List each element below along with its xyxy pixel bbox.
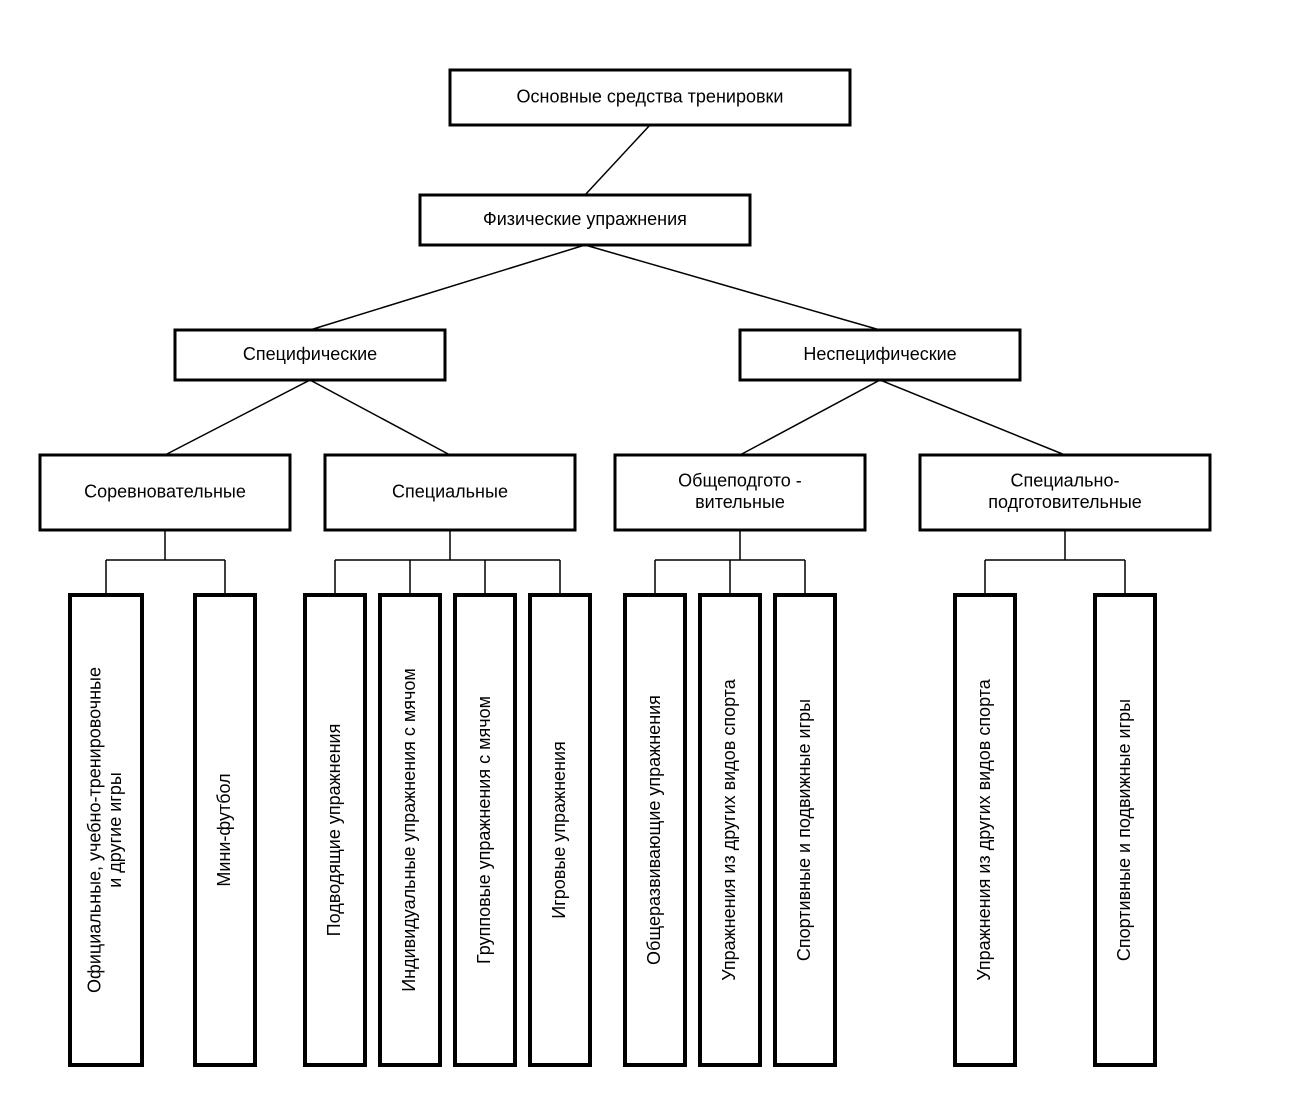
- leaf-l7: Упражнения из других видов спорта: [700, 595, 760, 1065]
- node-phys: Физические упражнения: [420, 195, 750, 245]
- leaf-l5-label: Игровые упражнения: [549, 741, 569, 919]
- leaf-l0-label: Официальные, учебно-тренировочные: [84, 667, 104, 993]
- node-phys-label: Физические упражнения: [483, 209, 687, 229]
- leaf-l4: Групповые упражнения с мячом: [455, 595, 515, 1065]
- leaf-l9: Упражнения из других видов спорта: [955, 595, 1015, 1065]
- leaf-l1: Мини-футбол: [195, 595, 255, 1065]
- leaf-l9-label: Упражнения из других видов спорта: [974, 678, 994, 980]
- leaf-l4-label: Групповые упражнения с мячом: [474, 696, 494, 964]
- node-root-label: Основные средства тренировки: [517, 86, 784, 106]
- node-gen: Общеподгото -вительные: [615, 455, 865, 530]
- leaf-l2-label: Подводящие упражнения: [324, 724, 344, 937]
- node-nspec-label: Неспецифические: [803, 344, 956, 364]
- node-spprep: Специально-подготовительные: [920, 455, 1210, 530]
- node-spprep-label: подготовительные: [988, 492, 1142, 512]
- node-comp-label: Соревновательные: [84, 481, 246, 501]
- leaf-l6-label: Общеразвивающие упражнения: [644, 695, 664, 965]
- leaf-l10-label: Спортивные и подвижные игры: [1114, 699, 1134, 961]
- leaf-l7-label: Упражнения из других видов спорта: [719, 678, 739, 980]
- node-specl-label: Специальные: [392, 481, 508, 501]
- node-specl: Специальные: [325, 455, 575, 530]
- node-spec: Специфические: [175, 330, 445, 380]
- leaf-l8-label: Спортивные и подвижные игры: [794, 699, 814, 961]
- node-root: Основные средства тренировки: [450, 70, 850, 125]
- leaf-l6: Общеразвивающие упражнения: [625, 595, 685, 1065]
- leaf-l0: Официальные, учебно-тренировочныеи други…: [70, 595, 142, 1065]
- leaf-l2: Подводящие упражнения: [305, 595, 365, 1065]
- node-gen-label: вительные: [695, 492, 785, 512]
- node-spec-label: Специфические: [243, 344, 377, 364]
- leaf-l3: Индивидуальные упражнения с мячом: [380, 595, 440, 1065]
- leaf-l1-label: Мини-футбол: [214, 773, 234, 886]
- node-gen-label: Общеподгото -: [678, 470, 802, 490]
- leaf-l5: Игровые упражнения: [530, 595, 590, 1065]
- node-comp: Соревновательные: [40, 455, 290, 530]
- leaf-l0-label: и другие игры: [105, 772, 125, 888]
- leaf-l10: Спортивные и подвижные игры: [1095, 595, 1155, 1065]
- node-nspec: Неспецифические: [740, 330, 1020, 380]
- node-spprep-label: Специально-: [1011, 470, 1120, 490]
- leaf-l3-label: Индивидуальные упражнения с мячом: [399, 668, 419, 992]
- leaf-l8: Спортивные и подвижные игры: [775, 595, 835, 1065]
- training-means-tree: Основные средства тренировки Физические у…: [0, 0, 1303, 1105]
